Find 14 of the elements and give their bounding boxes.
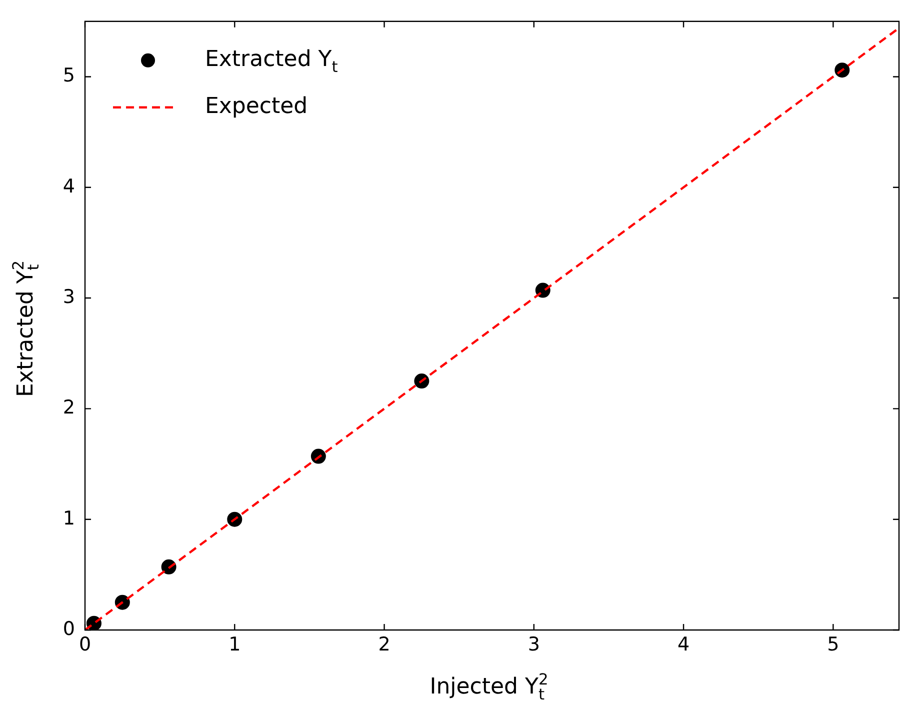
x-tick-label: 2 [378, 633, 390, 656]
y-tick-label: 2 [62, 396, 75, 419]
x-tick-label: 5 [827, 633, 840, 656]
y-tick-label: 3 [62, 286, 75, 308]
y-tick-label: 5 [62, 64, 75, 87]
y-axis-title: Extracted Yt2 [9, 260, 43, 397]
x-tick-label: 0 [78, 633, 92, 656]
x-tick-label: 1 [228, 633, 241, 656]
x-tick-label: 4 [677, 633, 690, 656]
x-tick-label: 3 [528, 633, 540, 656]
legend-label: Expected [205, 94, 308, 120]
y-tick-label: 4 [62, 175, 75, 198]
y-tick-label: 1 [62, 507, 75, 530]
y-tick-label: 0 [62, 618, 75, 640]
